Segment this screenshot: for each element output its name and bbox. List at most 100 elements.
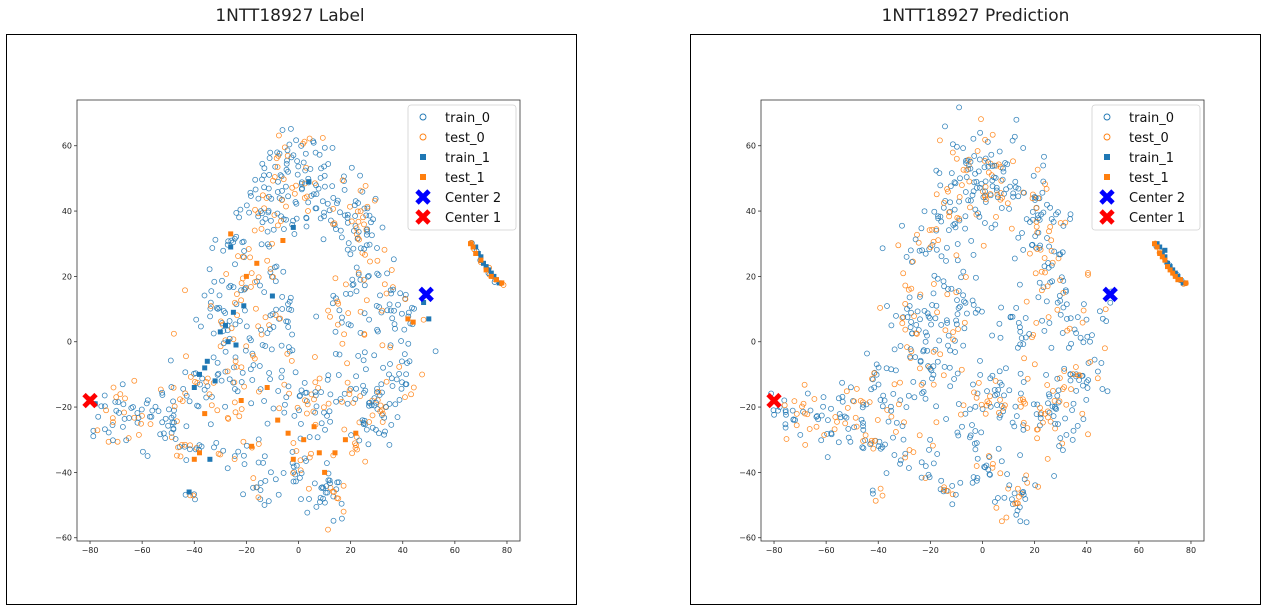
test-0-point xyxy=(297,467,304,474)
test-0-point xyxy=(897,379,903,386)
x-tick-label: 80 xyxy=(502,546,512,555)
train-0-point xyxy=(1011,255,1018,262)
train-0-point xyxy=(848,384,854,391)
test-0-point xyxy=(383,378,390,385)
test-0-point xyxy=(937,137,943,144)
train-0-point xyxy=(257,480,264,486)
train-0-point xyxy=(1073,388,1080,394)
train-0-point xyxy=(332,328,339,335)
train-0-point xyxy=(1056,292,1063,299)
train-1-point xyxy=(488,270,494,276)
train-0-point xyxy=(318,165,324,172)
train-0-point xyxy=(935,213,941,220)
train-0-point xyxy=(159,392,166,398)
train-0-point xyxy=(981,164,988,171)
test-0-point xyxy=(234,312,240,319)
train-0-point xyxy=(332,351,339,357)
test-0-point xyxy=(280,176,287,183)
train-0-point xyxy=(220,247,227,254)
test-0-point xyxy=(203,379,210,385)
test-0-point xyxy=(995,161,1002,168)
train-0-point xyxy=(972,446,979,453)
train-0-point xyxy=(1032,244,1039,251)
train-0-point xyxy=(969,479,976,486)
train-0-point xyxy=(307,166,314,172)
test-0-point xyxy=(1038,268,1045,275)
train-0-point xyxy=(992,499,998,505)
test-0-point xyxy=(357,393,364,399)
test-0-point xyxy=(937,351,944,358)
legend-marker xyxy=(420,154,426,160)
train-0-point xyxy=(933,403,939,410)
train-0-point xyxy=(390,256,397,263)
train-0-point xyxy=(783,411,789,418)
test-0-point xyxy=(933,226,940,232)
train-0-point xyxy=(361,310,368,317)
train-0-point xyxy=(970,474,977,480)
train-0-point xyxy=(1030,172,1037,179)
test-0-point xyxy=(802,442,809,448)
train-0-point xyxy=(1087,338,1093,345)
train-0-point xyxy=(329,145,336,151)
test-0-point xyxy=(1043,186,1050,192)
train-0-point xyxy=(994,402,1000,408)
test-0-point xyxy=(982,136,988,143)
train-0-point xyxy=(1057,311,1064,318)
train-0-point xyxy=(276,150,283,157)
train-0-point xyxy=(860,445,867,452)
train-0-point xyxy=(1032,482,1039,489)
train-0-point xyxy=(945,342,951,349)
train-0-point xyxy=(255,195,262,202)
test-0-point xyxy=(914,331,920,337)
train-0-point xyxy=(919,247,925,254)
train-0-point xyxy=(222,348,229,355)
train-0-point xyxy=(962,189,969,195)
train-0-point xyxy=(290,217,296,224)
train-0-point xyxy=(945,332,952,339)
test-0-point xyxy=(918,381,925,388)
legend-marker xyxy=(1104,174,1110,180)
train-0-point xyxy=(344,246,351,253)
train-1-point xyxy=(1167,264,1173,270)
train-0-point xyxy=(341,178,347,184)
train-0-point xyxy=(213,305,220,311)
train-0-point xyxy=(1054,392,1061,399)
test-0-point xyxy=(989,131,996,138)
test-0-point xyxy=(971,389,977,396)
test-0-point xyxy=(157,386,164,393)
train-0-point xyxy=(932,315,939,322)
test-0-point xyxy=(1008,225,1015,232)
train-0-point xyxy=(220,447,227,454)
train-0-point xyxy=(1012,184,1019,191)
test-1-point xyxy=(264,385,270,390)
train-0-point xyxy=(1031,194,1038,200)
test-1-point xyxy=(322,469,328,475)
train-0-point xyxy=(974,390,981,397)
test-0-point xyxy=(136,432,142,438)
train-0-point xyxy=(241,248,247,254)
train-0-point xyxy=(387,287,394,294)
test-0-point xyxy=(402,296,409,302)
y-tick-label: −40 xyxy=(55,468,72,477)
train-0-point xyxy=(230,379,237,386)
train-0-point xyxy=(964,157,971,164)
train-0-point xyxy=(286,344,292,350)
train-0-point xyxy=(366,400,372,406)
train-0-point xyxy=(262,478,269,484)
legend-marker xyxy=(1103,133,1111,141)
train-0-point xyxy=(378,381,385,388)
test-0-point xyxy=(862,432,869,439)
test-0-point xyxy=(1085,272,1091,278)
train-0-point xyxy=(960,342,967,349)
train-0-point xyxy=(1011,423,1018,430)
test-0-point xyxy=(235,253,241,259)
test-1-point xyxy=(1172,273,1178,279)
test-0-point xyxy=(312,379,319,386)
train-0-point xyxy=(997,334,1004,341)
train-0-point xyxy=(301,380,308,386)
train-0-point xyxy=(268,217,274,224)
train-0-point xyxy=(920,379,927,386)
train-0-point xyxy=(976,184,983,191)
train-0-point xyxy=(144,453,151,459)
train-0-point xyxy=(257,487,264,493)
